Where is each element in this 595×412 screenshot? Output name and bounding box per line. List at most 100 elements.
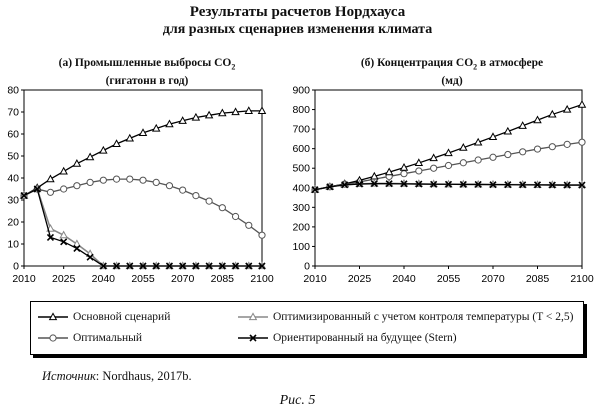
- y-tick-label: 50: [7, 151, 19, 163]
- data-point: [165, 119, 174, 128]
- panel-b-title-rest: в атмосфере: [477, 57, 544, 69]
- data-point: [415, 167, 423, 175]
- x-tick-label: 2085: [211, 273, 235, 285]
- panel-a-title-units: (гигатонн в год): [105, 75, 189, 88]
- panel-b-title: (б) Концентрация CO2 в атмосфере (мд): [312, 56, 592, 88]
- data-point: [73, 244, 81, 252]
- data-point: [370, 180, 378, 188]
- x-tick-label: 2010: [303, 273, 327, 285]
- data-point: [489, 181, 497, 189]
- data-point: [231, 107, 240, 116]
- series-base: [19, 106, 267, 199]
- data-point: [459, 180, 467, 189]
- chart-panel-b: 0 100 200 300 400 500 600 700 800 900 2010 2025 2040…: [292, 85, 593, 286]
- y-tick-label: 60: [7, 129, 19, 141]
- data-point: [99, 262, 107, 270]
- data-point: [577, 100, 587, 108]
- y-tick-label: 200: [292, 221, 310, 233]
- data-point: [191, 112, 201, 121]
- data-point: [444, 148, 453, 157]
- figure-title: Результаты расчетов Нордхауса: [189, 4, 406, 20]
- y-tick-label: 700: [292, 124, 310, 136]
- data-point: [533, 145, 542, 153]
- data-point: [231, 262, 240, 270]
- data-point: [73, 182, 81, 190]
- data-point: [33, 185, 41, 193]
- data-point: [245, 262, 253, 270]
- data-point: [384, 167, 394, 176]
- data-point: [548, 143, 556, 151]
- legend-marker: [49, 334, 57, 342]
- data-point: [504, 181, 512, 189]
- data-point: [488, 132, 498, 141]
- data-point: [192, 262, 200, 270]
- data-point: [518, 121, 527, 129]
- data-point: [355, 180, 364, 188]
- data-point: [152, 178, 160, 186]
- panel-a-title-sub: 2: [231, 62, 236, 72]
- series-stern: [20, 185, 266, 270]
- x-tick-label: 2025: [348, 273, 372, 285]
- data-point: [112, 139, 121, 147]
- legend-swatch-stern: [238, 334, 268, 342]
- data-point: [72, 239, 82, 248]
- x-tick-label: 2085: [526, 273, 550, 285]
- data-point: [60, 238, 68, 246]
- data-point: [503, 126, 513, 135]
- series-optimal: [20, 175, 266, 239]
- panel-a-title: (а) Промышленные выбросы CO2 (гигатонн в…: [22, 56, 272, 88]
- data-point: [257, 106, 267, 114]
- data-point: [165, 182, 174, 190]
- data-point: [20, 192, 28, 200]
- data-point: [86, 253, 94, 261]
- figure-subtitle: для разных сценариев изменения климата: [162, 22, 433, 37]
- panel-b-title-units: (мд): [441, 75, 463, 88]
- x-tick-label: 2070: [481, 273, 505, 285]
- data-point: [112, 262, 121, 270]
- figure-caption: Рис. 5: [279, 393, 316, 408]
- panel-b-title-text: (б) Концентрация CO: [360, 57, 474, 69]
- series-line: [314, 104, 583, 191]
- y-tick-label: 30: [7, 195, 19, 207]
- data-point: [533, 181, 542, 189]
- series-temp-limited: [19, 184, 267, 270]
- data-point: [414, 158, 424, 167]
- data-point: [459, 143, 468, 151]
- data-point: [563, 181, 571, 189]
- series-line: [23, 178, 263, 236]
- data-point: [563, 140, 571, 148]
- y-tick-label: 100: [292, 241, 310, 253]
- data-point: [244, 106, 254, 114]
- data-point: [205, 262, 213, 270]
- data-point: [578, 181, 586, 189]
- legend-label-base: Основной сценарий: [73, 311, 171, 323]
- series-line: [23, 188, 262, 267]
- panel-b-title-sub: 2: [473, 62, 478, 72]
- source-note: Источник: Nordhaus, 2017b.: [42, 369, 192, 384]
- series-base: [310, 100, 587, 193]
- data-point: [578, 138, 586, 146]
- data-point: [46, 188, 55, 196]
- data-point: [60, 185, 68, 193]
- data-point: [126, 175, 134, 183]
- data-point: [430, 164, 438, 172]
- data-point: [444, 161, 453, 170]
- data-point: [519, 181, 527, 189]
- x-tick-label: 2040: [92, 273, 116, 285]
- data-point: [165, 262, 174, 270]
- data-point: [415, 180, 423, 188]
- data-point: [192, 192, 200, 200]
- legend-marker: [249, 334, 257, 342]
- x-tick-label: 2040: [392, 273, 416, 285]
- series-line: [23, 187, 262, 267]
- data-point: [489, 153, 497, 161]
- y-tick-label: 300: [292, 202, 310, 214]
- data-point: [519, 148, 527, 156]
- data-point: [459, 159, 467, 167]
- y-tick-label: 0: [13, 261, 19, 273]
- data-point: [126, 262, 134, 270]
- legend: Основной сценарий Оптимизированный с уче…: [30, 301, 584, 355]
- legend-label-optimal: Оптимальный: [73, 332, 143, 344]
- data-point: [474, 180, 482, 189]
